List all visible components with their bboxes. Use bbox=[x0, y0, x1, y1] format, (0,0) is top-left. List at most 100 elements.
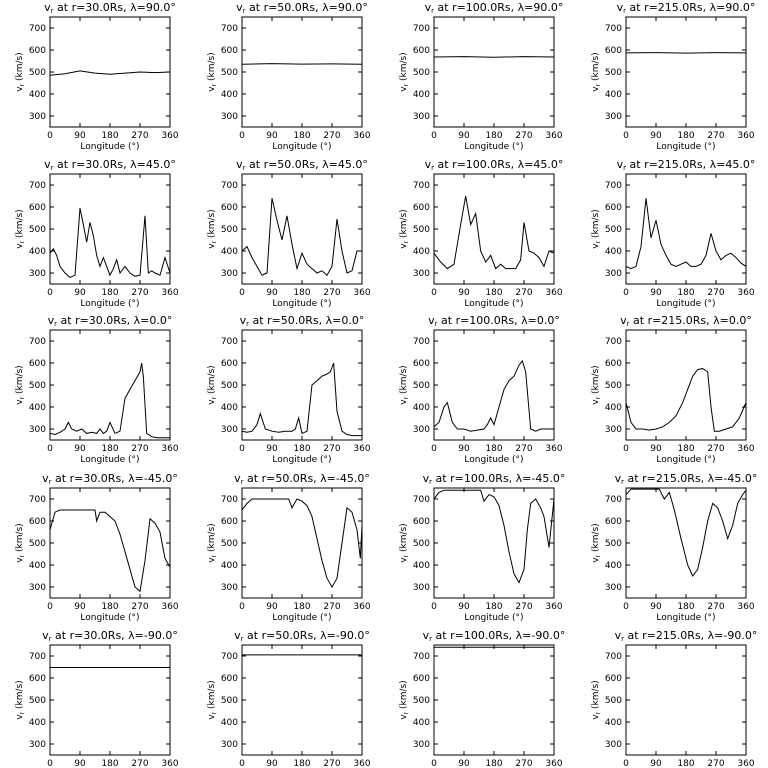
x-axis-label: Longitude (°) bbox=[464, 613, 523, 623]
y-tick-label: 500 bbox=[605, 381, 622, 391]
y-tick-label: 500 bbox=[29, 539, 46, 549]
panel: vr at r=50.0Rs, λ=90.0° 0 90 180 270 360 300 40… bbox=[207, 1, 371, 152]
y-tick-label: 400 bbox=[605, 403, 622, 413]
x-tick-label: 90 bbox=[458, 288, 470, 298]
x-tick-label: 180 bbox=[101, 602, 118, 612]
y-tick-label: 300 bbox=[29, 112, 46, 122]
panel-title: vr at r=100.0Rs, λ=90.0° bbox=[425, 1, 564, 15]
y-tick-label: 400 bbox=[221, 403, 238, 413]
panel: vr at r=50.0Rs, λ=-45.0° 0 90 180 270 360 300 4… bbox=[207, 472, 371, 623]
y-tick-label: 300 bbox=[605, 740, 622, 750]
x-tick-label: 180 bbox=[677, 759, 694, 768]
x-tick-label: 360 bbox=[161, 759, 178, 768]
plot-frame bbox=[625, 329, 747, 441]
y-tick-label: 500 bbox=[605, 539, 622, 549]
y-tick-label: 700 bbox=[413, 495, 430, 505]
x-tick-label: 270 bbox=[515, 444, 532, 454]
y-axis-label: vr (km/s) bbox=[591, 680, 602, 719]
x-tick-label: 0 bbox=[431, 444, 437, 454]
y-axis-label: vr (km/s) bbox=[207, 209, 218, 248]
panel-title: vr at r=30.0Rs, λ=0.0° bbox=[48, 314, 173, 328]
y-tick-label: 600 bbox=[221, 203, 238, 213]
x-tick-label: 360 bbox=[737, 131, 754, 141]
x-tick-label: 360 bbox=[353, 759, 370, 768]
plot-frame bbox=[625, 173, 747, 285]
y-tick-label: 600 bbox=[605, 674, 622, 684]
panel: vr at r=215.0Rs, λ=45.0° 0 90 180 270 360 300 4… bbox=[591, 158, 755, 309]
x-axis-label: Longitude (°) bbox=[656, 299, 715, 309]
x-tick-label: 270 bbox=[131, 602, 148, 612]
panel-title: vr at r=100.0Rs, λ=45.0° bbox=[425, 158, 564, 172]
x-axis-label: Longitude (°) bbox=[272, 299, 331, 309]
x-tick-label: 0 bbox=[47, 759, 53, 768]
x-tick-label: 90 bbox=[650, 444, 662, 454]
x-tick-label: 270 bbox=[323, 759, 340, 768]
y-tick-label: 600 bbox=[413, 46, 430, 56]
y-tick-label: 500 bbox=[413, 381, 430, 391]
panel: vr at r=100.0Rs, λ=-90.0° 0 90 180 270 360 300… bbox=[399, 629, 565, 768]
x-tick-label: 90 bbox=[650, 288, 662, 298]
x-tick-label: 360 bbox=[545, 131, 562, 141]
plot-frame bbox=[625, 16, 747, 128]
y-tick-label: 600 bbox=[605, 203, 622, 213]
x-tick-label: 360 bbox=[353, 288, 370, 298]
y-axis-label: vr (km/s) bbox=[399, 523, 410, 562]
y-tick-label: 600 bbox=[29, 517, 46, 527]
y-tick-label: 400 bbox=[29, 90, 46, 100]
y-tick-label: 600 bbox=[29, 359, 46, 369]
x-axis-label: Longitude (°) bbox=[656, 613, 715, 623]
panel: vr at r=30.0Rs, λ=90.0° 0 90 180 270 360 300 40… bbox=[15, 1, 179, 152]
x-tick-label: 270 bbox=[515, 602, 532, 612]
y-axis-label: vr (km/s) bbox=[399, 52, 410, 91]
x-tick-label: 360 bbox=[737, 444, 754, 454]
y-tick-label: 400 bbox=[221, 561, 238, 571]
series-line bbox=[50, 509, 170, 593]
x-tick-label: 90 bbox=[74, 602, 86, 612]
y-tick-label: 400 bbox=[221, 247, 238, 257]
x-tick-label: 90 bbox=[458, 759, 470, 768]
x-tick-label: 270 bbox=[323, 131, 340, 141]
x-axis-label: Longitude (°) bbox=[272, 613, 331, 623]
series-line bbox=[626, 198, 746, 270]
x-tick-label: 270 bbox=[515, 131, 532, 141]
plot-frame bbox=[433, 644, 555, 756]
panel: vr at r=50.0Rs, λ=-90.0° 0 90 180 270 360 300 4… bbox=[207, 629, 371, 768]
x-tick-label: 180 bbox=[101, 288, 118, 298]
x-tick-label: 0 bbox=[623, 444, 629, 454]
panel: vr at r=50.0Rs, λ=45.0° 0 90 180 270 360 300 40… bbox=[207, 158, 371, 309]
y-tick-label: 700 bbox=[605, 337, 622, 347]
x-tick-label: 90 bbox=[650, 602, 662, 612]
panel-title: vr at r=30.0Rs, λ=-45.0° bbox=[42, 472, 178, 486]
y-tick-label: 700 bbox=[29, 181, 46, 191]
x-tick-label: 90 bbox=[650, 759, 662, 768]
y-tick-label: 600 bbox=[605, 359, 622, 369]
y-axis-label: vr (km/s) bbox=[207, 365, 218, 404]
x-tick-label: 270 bbox=[707, 759, 724, 768]
x-tick-label: 90 bbox=[650, 131, 662, 141]
y-tick-label: 400 bbox=[413, 718, 430, 728]
x-tick-label: 180 bbox=[101, 131, 118, 141]
x-tick-label: 0 bbox=[623, 288, 629, 298]
panel-title: vr at r=100.0Rs, λ=0.0° bbox=[428, 314, 560, 328]
plot-frame bbox=[49, 487, 171, 599]
y-tick-label: 400 bbox=[605, 718, 622, 728]
y-tick-label: 700 bbox=[605, 181, 622, 191]
y-tick-label: 300 bbox=[605, 425, 622, 435]
x-tick-label: 360 bbox=[545, 288, 562, 298]
x-tick-label: 0 bbox=[623, 131, 629, 141]
panel-title: vr at r=50.0Rs, λ=0.0° bbox=[240, 314, 365, 328]
y-tick-label: 700 bbox=[221, 181, 238, 191]
y-tick-label: 300 bbox=[221, 112, 238, 122]
x-tick-label: 360 bbox=[545, 444, 562, 454]
x-tick-label: 90 bbox=[74, 444, 86, 454]
x-tick-label: 360 bbox=[737, 759, 754, 768]
x-tick-label: 360 bbox=[353, 602, 370, 612]
y-tick-label: 500 bbox=[29, 696, 46, 706]
plot-frame bbox=[49, 16, 171, 128]
x-tick-label: 270 bbox=[131, 288, 148, 298]
y-tick-label: 400 bbox=[605, 247, 622, 257]
plot-frame bbox=[49, 173, 171, 285]
panel: vr at r=50.0Rs, λ=0.0° 0 90 180 270 360 300 400… bbox=[207, 314, 371, 465]
plot-frame bbox=[241, 16, 363, 128]
y-tick-label: 500 bbox=[29, 68, 46, 78]
